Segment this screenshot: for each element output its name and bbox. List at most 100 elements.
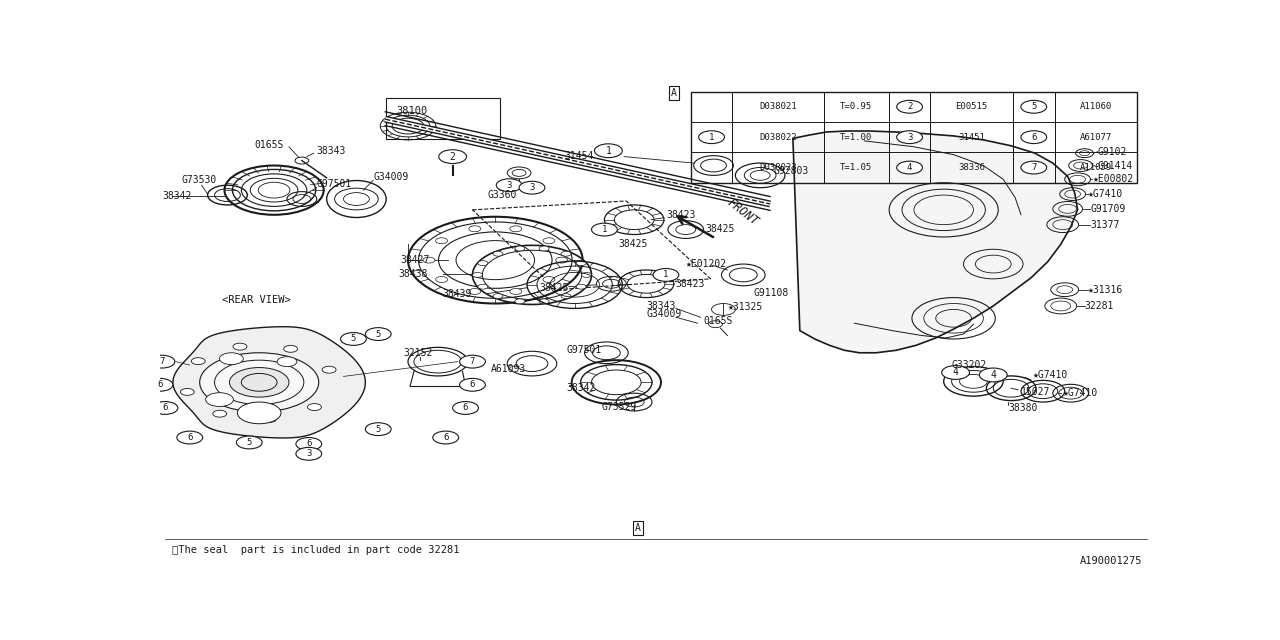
Circle shape (365, 328, 392, 340)
Text: 15027: 15027 (1021, 387, 1051, 397)
Circle shape (699, 131, 724, 143)
Circle shape (472, 273, 483, 277)
Circle shape (306, 442, 312, 445)
Circle shape (460, 378, 485, 391)
Text: 7: 7 (159, 357, 165, 366)
Text: A: A (635, 523, 641, 532)
Circle shape (212, 410, 227, 417)
Text: 5: 5 (247, 438, 252, 447)
Circle shape (576, 284, 586, 289)
Circle shape (422, 257, 435, 263)
Circle shape (497, 179, 522, 191)
Text: 38336: 38336 (959, 163, 986, 172)
Circle shape (237, 402, 282, 424)
Text: G33202: G33202 (951, 360, 987, 370)
Circle shape (470, 360, 475, 363)
Circle shape (462, 406, 468, 410)
Circle shape (229, 367, 289, 397)
Text: 38342: 38342 (163, 191, 191, 201)
Circle shape (556, 257, 567, 263)
Text: 38343: 38343 (646, 301, 676, 311)
Text: 5: 5 (1032, 102, 1037, 111)
Text: 1: 1 (602, 225, 607, 234)
Text: ★G7410: ★G7410 (1033, 370, 1069, 380)
Circle shape (296, 438, 321, 451)
Circle shape (365, 423, 392, 436)
Text: 5: 5 (351, 335, 356, 344)
Circle shape (152, 401, 178, 414)
Circle shape (159, 360, 165, 363)
Circle shape (351, 337, 356, 340)
Circle shape (435, 238, 448, 244)
Circle shape (515, 246, 525, 251)
Text: 38423: 38423 (676, 279, 705, 289)
Circle shape (520, 181, 545, 194)
Circle shape (1021, 131, 1047, 143)
Text: 3: 3 (306, 449, 311, 458)
Circle shape (435, 276, 448, 282)
Circle shape (453, 401, 479, 414)
Text: 6: 6 (463, 403, 468, 412)
Text: E00515: E00515 (956, 102, 988, 111)
Text: G92803: G92803 (773, 166, 808, 177)
Text: 0165S: 0165S (255, 140, 284, 150)
Circle shape (306, 452, 312, 455)
Circle shape (591, 223, 617, 236)
Text: 4: 4 (908, 163, 913, 172)
Text: 38425: 38425 (618, 239, 648, 250)
Circle shape (191, 358, 205, 365)
Text: ★31316: ★31316 (1088, 285, 1123, 294)
Circle shape (163, 406, 168, 410)
Text: G73530: G73530 (182, 175, 218, 186)
Circle shape (493, 294, 503, 299)
Text: A11059: A11059 (1080, 163, 1112, 172)
Text: D038021: D038021 (759, 102, 797, 111)
Text: 3: 3 (530, 183, 535, 192)
Circle shape (979, 368, 1007, 382)
Circle shape (468, 226, 481, 232)
Text: 1: 1 (709, 132, 714, 141)
Circle shape (581, 273, 591, 277)
Circle shape (539, 246, 549, 251)
Text: G91108: G91108 (753, 287, 788, 298)
Text: 6: 6 (187, 433, 192, 442)
Text: A190001275: A190001275 (1079, 556, 1142, 566)
Circle shape (468, 289, 481, 294)
Circle shape (323, 366, 337, 373)
Polygon shape (792, 131, 1078, 353)
Text: A61093: A61093 (490, 364, 526, 374)
Text: T=1.05: T=1.05 (840, 163, 872, 172)
Text: 4: 4 (991, 370, 996, 380)
Circle shape (206, 393, 233, 406)
Circle shape (439, 150, 466, 164)
Circle shape (543, 276, 556, 282)
Text: 1: 1 (663, 271, 668, 280)
Bar (387, 99, 500, 139)
Text: D038023: D038023 (759, 163, 797, 172)
Circle shape (1021, 161, 1047, 174)
Text: 6: 6 (1032, 132, 1037, 141)
Text: 6: 6 (163, 403, 168, 412)
Text: 0165S: 0165S (704, 316, 733, 326)
Text: G34009: G34009 (374, 172, 408, 182)
Circle shape (233, 343, 247, 350)
Circle shape (237, 436, 262, 449)
Text: A61077: A61077 (1080, 132, 1112, 141)
Circle shape (187, 436, 193, 439)
Text: 38427: 38427 (401, 255, 429, 265)
Circle shape (262, 415, 276, 422)
Text: 3: 3 (507, 180, 512, 189)
Polygon shape (173, 326, 365, 438)
Text: G91414: G91414 (1097, 161, 1133, 172)
Circle shape (460, 355, 485, 368)
Text: A: A (671, 88, 677, 97)
Text: 3: 3 (908, 132, 913, 141)
Circle shape (180, 388, 195, 396)
Text: 38100: 38100 (396, 106, 428, 116)
Text: ★G7410: ★G7410 (1062, 388, 1098, 398)
Circle shape (246, 441, 252, 444)
Circle shape (375, 428, 381, 431)
Circle shape (897, 131, 923, 143)
Text: 5: 5 (375, 330, 381, 339)
Circle shape (147, 378, 173, 391)
